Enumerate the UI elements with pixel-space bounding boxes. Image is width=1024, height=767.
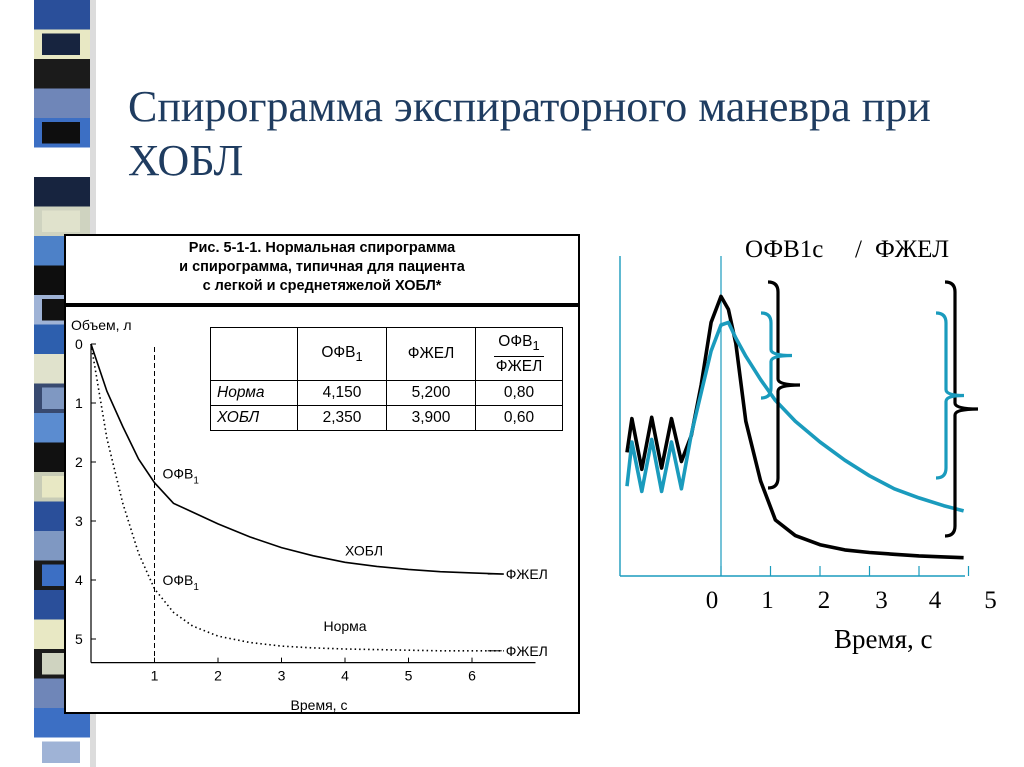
time-tick-label: 0 bbox=[706, 587, 719, 614]
strip-block bbox=[42, 33, 80, 55]
y-axis-label: Объем, л bbox=[71, 317, 132, 333]
ratio-denominator: ФЖЕЛ bbox=[495, 357, 543, 375]
strip-block bbox=[34, 177, 96, 207]
schematic-spirogram: ОФВ1с / ФЖЕЛ Время, с 0 1 2 3 4 5 bbox=[619, 236, 997, 654]
y-tick-label: 2 bbox=[75, 454, 83, 470]
strip-block bbox=[42, 210, 80, 232]
table-cell-ratio: 0,80 bbox=[475, 380, 563, 406]
y-tick-label: 4 bbox=[75, 572, 83, 588]
ratio-numerator-text: ОФВ bbox=[498, 333, 533, 351]
table-header-fev1-text: ОФВ bbox=[321, 343, 356, 361]
series-name-label: ХОБЛ bbox=[345, 542, 383, 558]
table-header-fev1: ОФВ1 bbox=[297, 327, 387, 381]
table-header-ratio: ОФВ1 ФЖЕЛ bbox=[475, 327, 563, 381]
ratio-label-fvc: ФЖЕЛ bbox=[875, 236, 949, 263]
y-tick-label: 0 bbox=[75, 336, 83, 352]
table-row: Норма 4,150 5,200 0,80 bbox=[210, 380, 563, 406]
y-tick-label: 1 bbox=[75, 395, 83, 411]
x-tick-label: 3 bbox=[278, 668, 286, 684]
table-header-fev1-sub: 1 bbox=[355, 349, 363, 365]
table-row-label: Норма bbox=[210, 380, 298, 406]
strip-block bbox=[34, 147, 96, 178]
fvc-point-label: ФЖЕЛ bbox=[506, 566, 548, 582]
x-tick-label: 1 bbox=[151, 668, 159, 684]
curve-teal bbox=[625, 320, 965, 513]
ratio-numerator: ОФВ1 bbox=[493, 332, 545, 357]
x-tick-label: 6 bbox=[468, 668, 476, 684]
figure-caption: Рис. 5-1-1. Нормальная спирограмма и спи… bbox=[66, 236, 578, 307]
time-axis-label: Время, с bbox=[834, 624, 932, 654]
table-cell-ratio: 0,60 bbox=[475, 405, 563, 431]
textbook-figure: Объем, л Время, с 0 1 2 3 4 5 1 2 3 4 5 6 ХОБЛ ОФВ1 ФЖ… bbox=[64, 234, 580, 714]
x-tick-label: 4 bbox=[341, 668, 349, 684]
table-cell-fev1: 4,150 bbox=[297, 380, 387, 406]
table-header-fvc: ФЖЕЛ bbox=[386, 327, 476, 381]
brace-bracket bbox=[935, 311, 965, 480]
strip-block bbox=[42, 741, 80, 763]
slide-title: Спирограмма экспираторного маневра при Х… bbox=[128, 82, 931, 185]
caption-line: с легкой и среднетяжелой ХОБЛ* bbox=[202, 278, 442, 294]
time-tick-label: 2 bbox=[818, 587, 831, 614]
curve-black bbox=[625, 294, 964, 560]
fev1-point-label: ОФВ1 bbox=[163, 572, 200, 593]
strip-block bbox=[42, 122, 80, 144]
x-tick-label: 5 bbox=[405, 668, 413, 684]
series-name-label: Норма bbox=[323, 618, 366, 634]
time-tick-label: 5 bbox=[984, 587, 997, 614]
table-cell-fvc: 5,200 bbox=[386, 380, 476, 406]
caption-line: Рис. 5-1-1. Нормальная спирограмма bbox=[188, 240, 456, 256]
table-header-empty bbox=[210, 327, 298, 381]
time-tick-label: 4 bbox=[929, 587, 942, 614]
fvc-point-label: ФЖЕЛ bbox=[506, 643, 548, 659]
strip-block bbox=[34, 59, 96, 89]
x-axis-label: Время, с bbox=[291, 697, 348, 712]
ratio-numerator-sub: 1 bbox=[532, 338, 540, 354]
y-tick-label: 3 bbox=[75, 513, 83, 529]
x-tick-label: 2 bbox=[214, 668, 222, 684]
ratio-label-fev1: ОФВ1с bbox=[745, 236, 823, 263]
brace-bracket bbox=[944, 280, 979, 538]
label-subscript: 1 bbox=[193, 582, 199, 593]
table-cell-fev1: 2,350 bbox=[297, 405, 387, 431]
time-tick-label: 3 bbox=[875, 587, 888, 614]
ratio-label-sep: / bbox=[855, 236, 862, 263]
label-subscript: 1 bbox=[193, 476, 199, 487]
table-cell-fvc: 3,900 bbox=[386, 405, 476, 431]
table-row: ХОБЛ 2,350 3,900 0,60 bbox=[210, 405, 563, 431]
ratio-fraction: ОФВ1 ФЖЕЛ bbox=[493, 332, 545, 375]
brace-bracket bbox=[767, 280, 801, 490]
series-line-copd bbox=[90, 343, 504, 575]
time-tick-label: 1 bbox=[761, 587, 774, 614]
caption-line: и спирограмма, типичная для пациента bbox=[179, 259, 465, 275]
brace-bracket bbox=[760, 311, 793, 400]
y-tick-label: 5 bbox=[75, 631, 83, 647]
strip-block bbox=[34, 0, 96, 30]
strip-block bbox=[34, 88, 96, 119]
fev1-point-label: ОФВ1 bbox=[163, 466, 200, 487]
values-table: ОФВ1 ФЖЕЛ ОФВ1 ФЖЕЛ Норма 4,150 5,200 0,… bbox=[210, 327, 563, 431]
table-row-label: ХОБЛ bbox=[210, 405, 298, 431]
table-header-row: ОФВ1 ФЖЕЛ ОФВ1 ФЖЕЛ bbox=[210, 327, 563, 381]
